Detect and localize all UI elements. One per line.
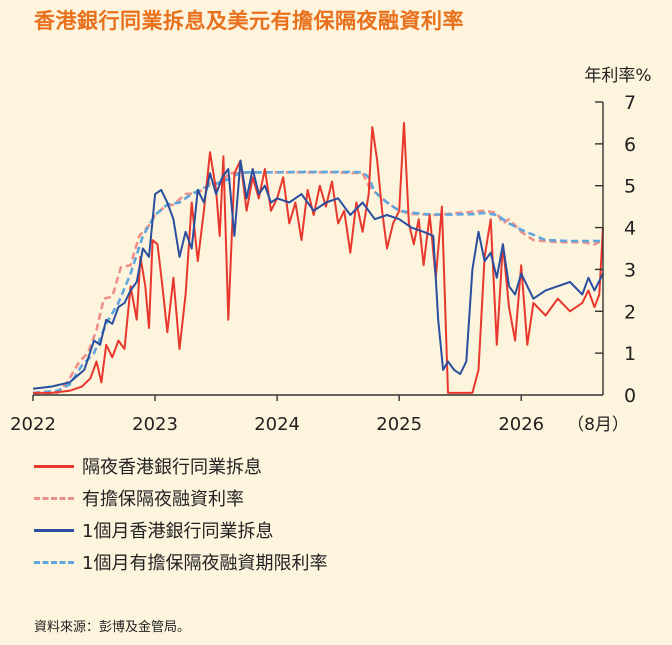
legend-swatch <box>34 528 74 532</box>
legend-swatch <box>34 464 74 468</box>
series-layer <box>32 121 604 395</box>
x-tick-label: 2024 <box>254 414 300 435</box>
legend-item: 隔夜香港銀行同業拆息 <box>34 450 327 482</box>
line-chart: 0 1 2 3 4 5 6 7 2022 2023 2024 2025 2026 年利率% （8月） <box>10 66 651 435</box>
x-tick-label: 2023 <box>132 414 178 435</box>
y-tick-label: 5 <box>624 176 636 198</box>
legend-swatch <box>34 496 74 500</box>
y-tick-label: 6 <box>624 134 636 156</box>
y-tick-label: 3 <box>624 259 636 281</box>
chart-title: 香港銀行同業拆息及美元有擔保隔夜融資利率 <box>34 9 464 33</box>
axis-layer: 0 1 2 3 4 5 6 7 2022 2023 2024 2025 2026 <box>10 92 636 435</box>
legend-label: 隔夜香港銀行同業拆息 <box>82 457 262 478</box>
series-line-1 <box>33 171 604 395</box>
y-tick-label: 1 <box>624 343 636 365</box>
y-tick-label: 2 <box>624 301 636 323</box>
legend-item: 1個月香港銀行同業拆息 <box>34 514 327 546</box>
legend-item: 有擔保隔夜融資利率 <box>34 482 327 514</box>
legend: 隔夜香港銀行同業拆息 有擔保隔夜融資利率 1個月香港銀行同業拆息 1個月有擔保隔夜融資… <box>34 450 327 578</box>
x-end-label: （8月） <box>567 415 629 435</box>
series-line-3 <box>32 170 603 395</box>
y-tick-label: 4 <box>624 218 636 240</box>
legend-label: 有擔保隔夜融資利率 <box>82 489 244 510</box>
legend-label: 1個月香港銀行同業拆息 <box>82 521 274 542</box>
y-axis-label: 年利率% <box>584 66 651 86</box>
series-line-0 <box>33 121 604 394</box>
x-tick-label: 2025 <box>376 414 422 435</box>
y-tick-label: 7 <box>624 92 636 114</box>
legend-label: 1個月有擔保隔夜融資期限利率 <box>82 553 328 574</box>
source-note: 資料來源：彭博及金管局。 <box>34 620 191 635</box>
y-tick-label: 0 <box>624 385 636 407</box>
x-tick-label: 2022 <box>10 414 56 435</box>
legend-swatch <box>34 560 74 564</box>
series-line-2 <box>32 159 604 390</box>
x-tick-label: 2026 <box>498 414 544 435</box>
legend-item: 1個月有擔保隔夜融資期限利率 <box>34 546 327 578</box>
